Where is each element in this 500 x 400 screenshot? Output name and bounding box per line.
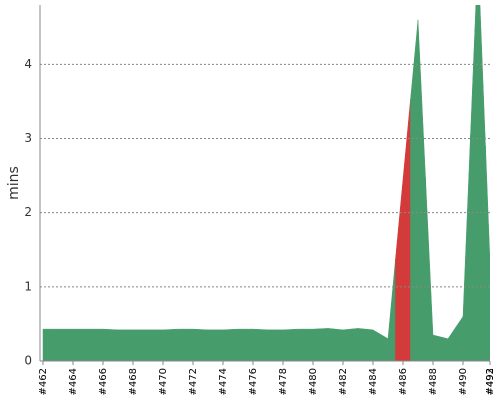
x-tick-label: #490	[458, 368, 469, 395]
x-tick-label: #464	[68, 368, 79, 395]
y-tick-label: 0	[24, 354, 32, 368]
x-tick-label: #468	[128, 368, 139, 395]
area-segment	[395, 99, 411, 361]
area-segment	[410, 19, 426, 361]
area-segment	[140, 329, 156, 361]
area-segment	[50, 328, 66, 361]
area-segment	[335, 328, 351, 361]
x-tick-label: #466	[98, 368, 109, 395]
area-segment	[455, 134, 471, 361]
x-tick-label: #478	[278, 368, 289, 395]
area-segment	[305, 328, 321, 361]
x-tick-label: #482	[338, 368, 349, 395]
x-tick-label: #492	[485, 368, 496, 395]
area-segment	[125, 329, 141, 361]
x-tick-label: #484	[368, 368, 379, 395]
area-segment	[320, 328, 336, 361]
area-segment	[42, 328, 51, 361]
area-segment	[470, 5, 486, 361]
x-tick-label: #493	[485, 368, 496, 395]
area-segment	[260, 329, 276, 361]
x-tick-label: #486	[398, 368, 409, 395]
area-segment	[110, 329, 126, 361]
area-segment	[230, 328, 246, 361]
x-tick-label: #472	[188, 368, 199, 395]
y-tick-label: 4	[24, 57, 32, 71]
area-segment	[440, 326, 456, 361]
y-tick-label: 2	[24, 205, 32, 219]
area-segment	[290, 328, 306, 361]
y-axis-label: mins	[6, 166, 22, 200]
area-segment	[245, 328, 261, 361]
x-tick-label: #470	[158, 368, 169, 395]
area-segment	[485, 145, 490, 361]
area-segment	[65, 328, 81, 361]
plot-area	[42, 5, 490, 361]
x-tick-label: #462	[38, 368, 49, 395]
area-segment	[95, 328, 111, 361]
x-tick-label: #474	[218, 368, 229, 395]
area-segment	[215, 329, 231, 361]
x-tick-label: #476	[248, 368, 259, 395]
area-segment	[185, 328, 201, 361]
area-segment	[425, 177, 441, 361]
area-segment	[275, 329, 291, 361]
x-tick-label: #480	[308, 368, 319, 395]
y-tick-label: 1	[24, 279, 32, 293]
area-segment	[200, 329, 216, 361]
area-segment	[350, 328, 366, 361]
area-segment	[155, 329, 171, 361]
area-segment	[365, 328, 381, 361]
y-tick-label: 3	[24, 131, 32, 145]
area-segment	[170, 328, 186, 361]
x-tick-label: #488	[428, 368, 439, 395]
area-segment	[380, 258, 396, 361]
area-segment	[80, 328, 96, 361]
